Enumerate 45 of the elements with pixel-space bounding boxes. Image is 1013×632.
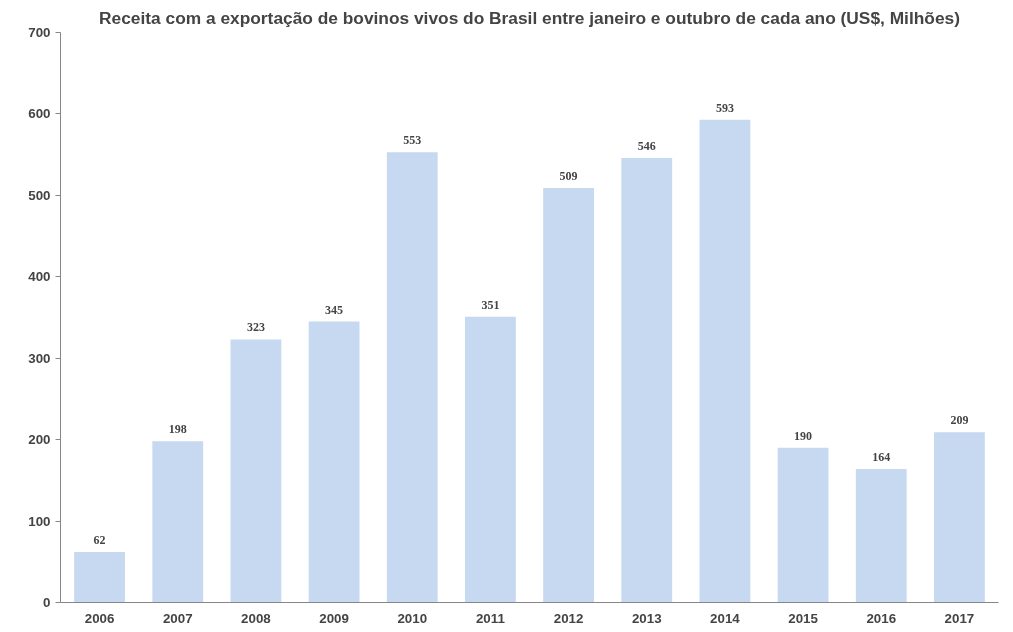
data-label: 190 — [794, 428, 813, 443]
y-tick-label: 300 — [28, 350, 51, 366]
bar — [934, 432, 985, 603]
data-label: 323 — [246, 320, 265, 335]
x-tick-label: 2012 — [553, 610, 584, 626]
data-label: 209 — [950, 413, 969, 428]
bar — [230, 339, 282, 603]
y-tick-label: 400 — [28, 269, 51, 285]
bar — [465, 316, 516, 603]
x-tick-label: 2013 — [631, 610, 662, 626]
bar — [386, 152, 438, 603]
x-tick-label: 2009 — [319, 610, 349, 626]
data-label: 546 — [637, 138, 656, 153]
y-tick-label: 700 — [28, 25, 51, 40]
y-tick-label: 600 — [28, 106, 51, 122]
data-label: 509 — [559, 169, 578, 184]
y-tick-label: 500 — [28, 187, 51, 203]
bar — [855, 468, 907, 603]
bar — [74, 552, 125, 603]
bar — [621, 157, 673, 603]
x-tick-label: 2014 — [710, 610, 741, 626]
x-tick-label: 2017 — [944, 610, 975, 626]
data-label: 351 — [481, 297, 500, 312]
data-label: 164 — [872, 449, 891, 464]
y-tick-label: 100 — [28, 513, 51, 529]
x-tick-label: 2008 — [241, 610, 271, 626]
chart-title: Receita com a exportação de bovinos vivos do Brasil entre janeiro e outubro de cada ano (US$, Milhões) — [99, 7, 960, 28]
data-label: 593 — [715, 100, 734, 115]
x-tick-label: 2007 — [162, 610, 193, 626]
data-label: 553 — [403, 133, 422, 148]
data-label: 198 — [168, 422, 187, 437]
data-label: 62 — [93, 533, 106, 548]
x-tick-label: 2010 — [397, 610, 428, 626]
bar — [777, 447, 829, 603]
bar — [543, 188, 594, 603]
data-label: 345 — [325, 302, 344, 317]
y-tick-label: 200 — [28, 432, 51, 448]
bar — [699, 119, 751, 603]
bar — [152, 441, 204, 603]
x-tick-label: 2006 — [84, 610, 115, 626]
x-tick-label: 2011 — [475, 610, 506, 626]
x-tick-label: 2015 — [788, 610, 819, 626]
bar — [308, 321, 360, 603]
y-tick-label: 0 — [43, 595, 51, 610]
x-tick-label: 2016 — [866, 610, 897, 626]
